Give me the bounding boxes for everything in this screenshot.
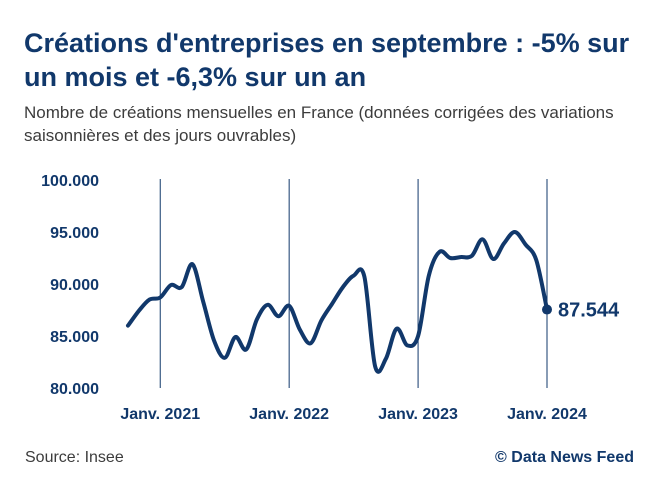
y-tick-label: 85.000 <box>50 329 99 346</box>
credit-note: © Data News Feed <box>495 449 634 466</box>
y-tick-label: 90.000 <box>50 277 99 294</box>
x-axis-ticks: Janv. 2021 Janv. 2022 Janv. 2023 Janv. 2024 <box>120 406 587 423</box>
gridlines <box>159 179 548 388</box>
line-chart: 100.000 95.000 90.000 85.000 80.000 Janv. 20… <box>41 173 620 423</box>
source-note: Source: Insee <box>25 449 124 466</box>
end-value-label: 87.544 <box>558 300 620 322</box>
x-tick-label: Janv. 2024 <box>507 406 587 423</box>
x-tick-label: Janv. 2023 <box>378 406 458 423</box>
y-tick-label: 100.000 <box>41 173 99 190</box>
y-axis-ticks: 100.000 95.000 90.000 85.000 80.000 <box>41 173 99 398</box>
y-tick-label: 80.000 <box>50 381 99 398</box>
y-tick-label: 95.000 <box>50 225 99 242</box>
x-tick-label: Janv. 2021 <box>120 406 200 423</box>
chart-subtitle: Nombre de créations mensuelles en France… <box>24 103 614 145</box>
end-point-marker <box>542 304 552 315</box>
x-tick-label: Janv. 2022 <box>249 406 329 423</box>
chart-title: Créations d'entreprises en septembre : -… <box>24 28 630 92</box>
series-line <box>126 230 549 374</box>
